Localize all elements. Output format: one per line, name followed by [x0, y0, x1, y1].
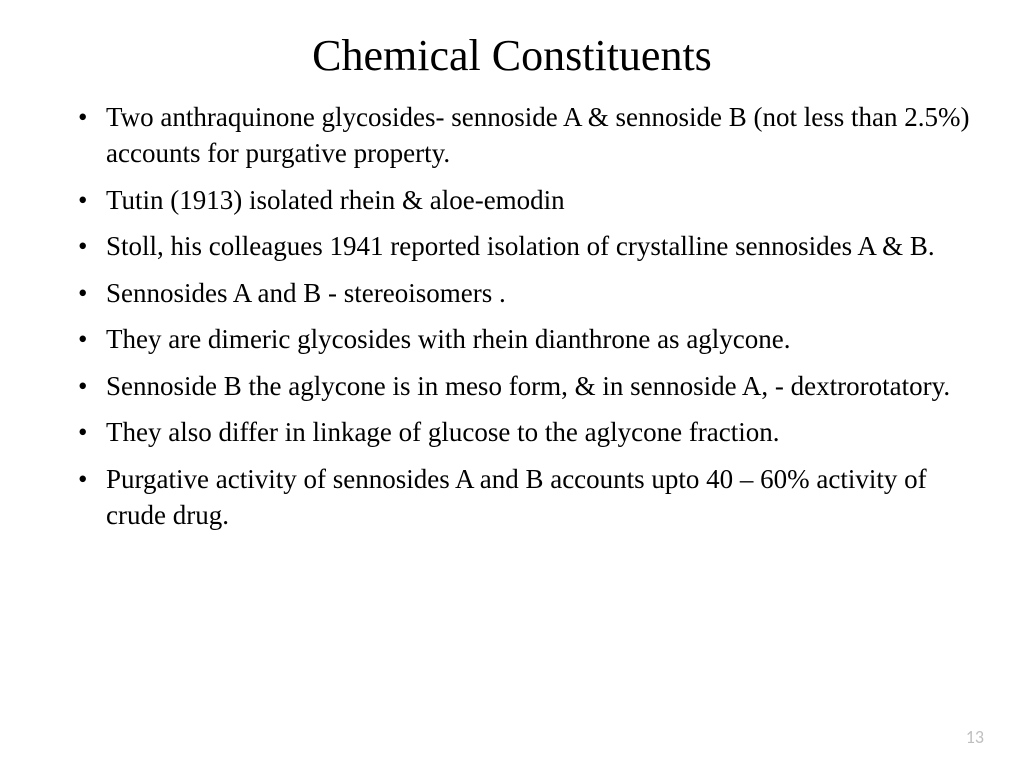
list-item: Sennoside B the aglycone is in meso form…	[78, 368, 974, 404]
slide: Chemical Constituents Two anthraquinone …	[0, 0, 1024, 768]
list-item: Stoll, his colleagues 1941 reported isol…	[78, 228, 974, 264]
list-item: Two anthraquinone glycosides- sennoside …	[78, 99, 974, 172]
list-item: Tutin (1913) isolated rhein & aloe-emodi…	[78, 182, 974, 218]
slide-title: Chemical Constituents	[50, 30, 974, 81]
page-number: 13	[966, 726, 984, 748]
list-item: Sennosides A and B - stereoisomers .	[78, 275, 974, 311]
list-item: They are dimeric glycosides with rhein d…	[78, 321, 974, 357]
list-item: Purgative activity of sennosides A and B…	[78, 461, 974, 534]
list-item: They also differ in linkage of glucose t…	[78, 414, 974, 450]
bullet-list: Two anthraquinone glycosides- sennoside …	[50, 99, 974, 533]
